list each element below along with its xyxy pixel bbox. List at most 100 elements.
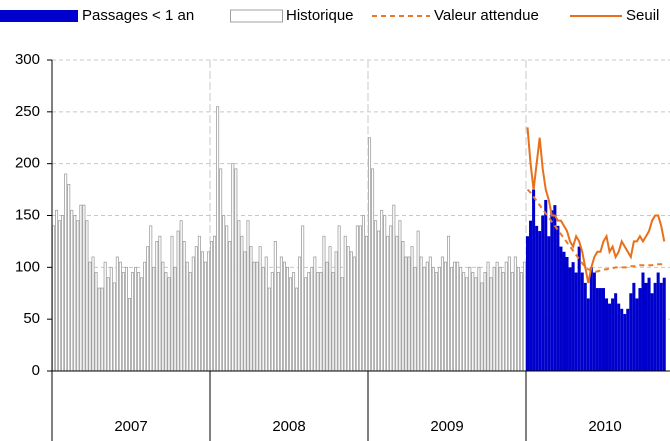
bar [465, 277, 469, 372]
bar [343, 235, 347, 372]
y-tick-label: 100 [15, 258, 40, 275]
bar [313, 256, 317, 372]
bar [407, 256, 411, 372]
bar [626, 308, 630, 371]
bar [213, 235, 217, 372]
bar [295, 287, 299, 372]
bar [492, 266, 496, 372]
bar [538, 231, 542, 371]
line [526, 127, 666, 284]
bar [453, 261, 457, 372]
bar [656, 272, 660, 371]
bar [377, 230, 381, 372]
bar [285, 266, 290, 372]
bar [450, 266, 454, 372]
bar [513, 256, 517, 372]
bar [468, 266, 472, 372]
bar [267, 287, 271, 372]
bar [173, 266, 177, 372]
bar [310, 266, 314, 372]
bar [225, 225, 229, 372]
bar [635, 298, 639, 371]
bar [522, 261, 526, 372]
bar [501, 272, 505, 372]
bar [191, 256, 195, 372]
bar [559, 246, 563, 371]
legend-label: Passages < 1 an [82, 7, 194, 24]
bar [228, 241, 232, 372]
bar [647, 277, 651, 371]
bar [209, 241, 214, 372]
bar [413, 266, 417, 372]
bar [516, 266, 520, 372]
x-tick-label: 2007 [114, 418, 147, 435]
bar [143, 261, 147, 372]
bar [130, 272, 135, 372]
bar [109, 266, 113, 372]
bar [231, 163, 235, 372]
bar [358, 225, 362, 372]
bar [146, 246, 150, 372]
bar [200, 251, 204, 372]
bar [565, 256, 569, 371]
bar [319, 272, 323, 372]
bar [367, 137, 372, 372]
bar [574, 272, 578, 371]
bar [477, 266, 481, 372]
bar [437, 266, 441, 372]
bar [288, 277, 293, 372]
bar [237, 220, 241, 372]
bar [598, 288, 602, 371]
bar [471, 272, 475, 372]
bar [161, 261, 165, 372]
bar [605, 298, 609, 371]
bar [118, 261, 122, 372]
bar [249, 246, 253, 372]
bar [577, 246, 581, 371]
bar [64, 173, 68, 372]
bar [614, 293, 618, 371]
bar [55, 209, 59, 372]
bar [364, 235, 369, 372]
bar [94, 272, 98, 372]
bar [398, 220, 402, 372]
bar [276, 272, 280, 372]
bar [176, 230, 180, 372]
bar [164, 272, 168, 372]
bar [392, 204, 396, 372]
bar [282, 261, 286, 372]
bar [623, 313, 627, 371]
bar [121, 272, 125, 372]
bar [340, 277, 344, 372]
legend-label: Valeur attendue [434, 7, 539, 24]
y-tick-label: 0 [32, 362, 40, 379]
bar [70, 209, 74, 372]
bar [279, 256, 283, 372]
bar [361, 215, 365, 372]
bar [134, 266, 138, 372]
bar [298, 256, 302, 372]
bar [428, 256, 432, 372]
bar [440, 256, 444, 372]
bar [422, 266, 426, 372]
legend-label: Seuil [626, 7, 659, 24]
legend-label: Historique [286, 7, 354, 24]
bar [240, 235, 244, 372]
bar [580, 272, 584, 371]
bar [535, 225, 539, 371]
bar [608, 303, 612, 371]
bar [456, 261, 460, 372]
bar [352, 256, 356, 372]
y-tick-label: 250 [15, 103, 40, 120]
bar [620, 308, 624, 371]
bar [79, 204, 83, 372]
bar [653, 282, 657, 371]
bar [659, 282, 663, 371]
bar [137, 272, 141, 372]
bar [155, 241, 159, 372]
bar [194, 246, 198, 372]
bar [112, 282, 116, 372]
bar [434, 272, 438, 372]
bar [179, 220, 183, 372]
